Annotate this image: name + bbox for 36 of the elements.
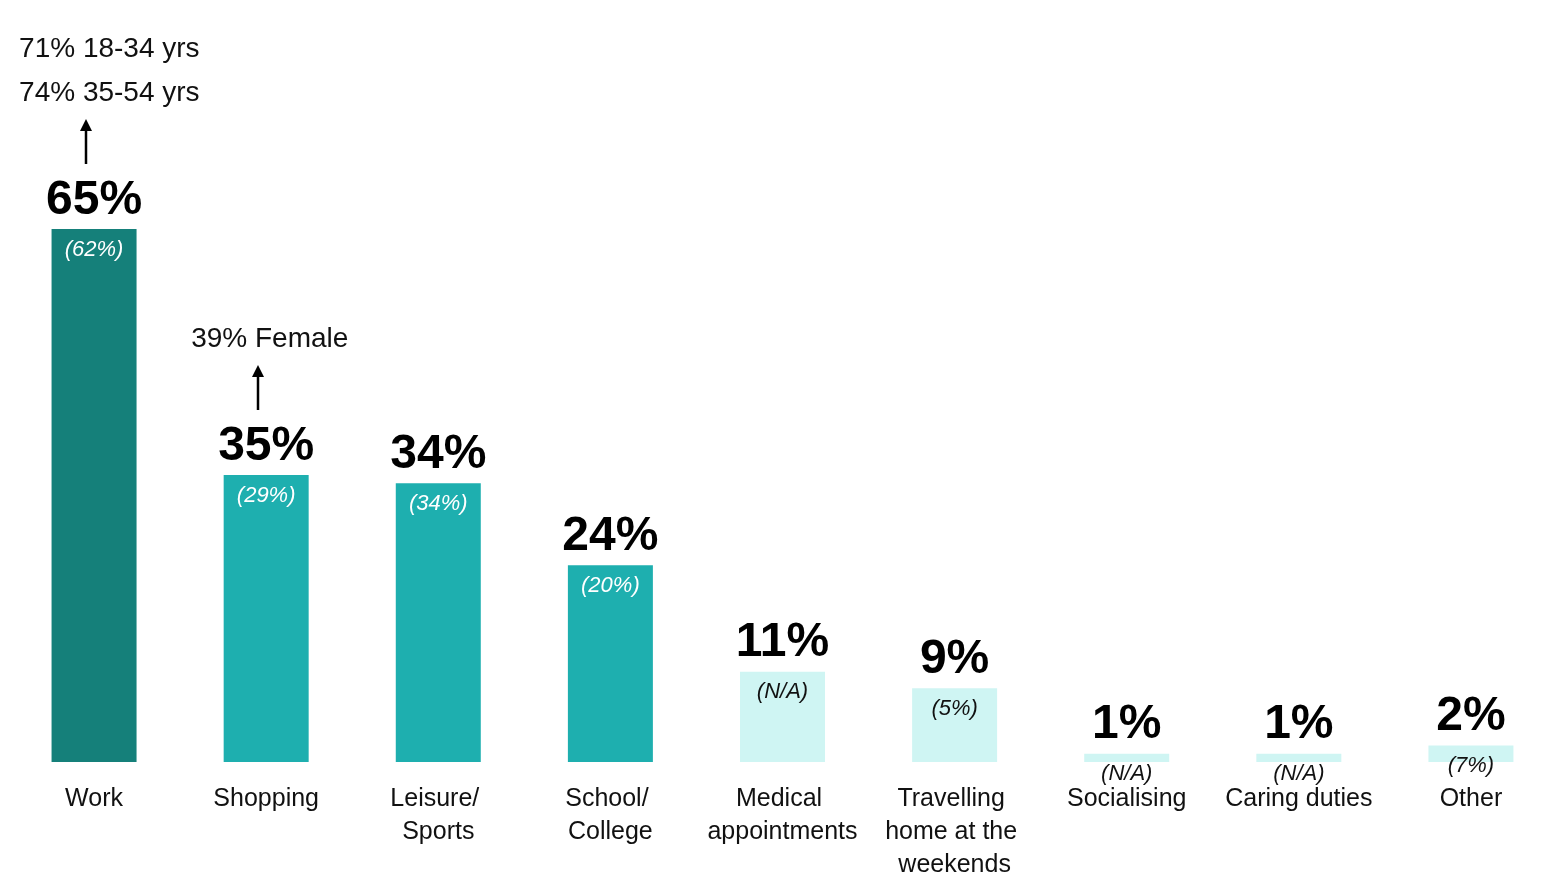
annotation: (N/A): [1273, 760, 1325, 786]
x-tick-label: Medical appointments: [707, 782, 858, 844]
text: 71% 18-34 yrs: [19, 31, 200, 63]
annotation: (N/A): [756, 678, 809, 704]
bar: [567, 565, 653, 762]
annotation: (29%): [236, 481, 296, 507]
bar: [51, 229, 137, 762]
data-label: 1%: [1092, 695, 1162, 749]
x-tick-label: School/ College: [565, 782, 656, 844]
x-tick-label: Leisure/ Sports: [390, 782, 487, 844]
x-tick-label: Travelling home at the weekends: [885, 782, 1025, 877]
bar: [1256, 753, 1342, 762]
data-label: 24%: [562, 506, 659, 560]
annotation: (N/A): [1101, 760, 1153, 786]
data-label: 1%: [1264, 695, 1334, 749]
bar: [740, 671, 825, 762]
x-tick-label: Work: [65, 782, 124, 811]
bar: [1084, 753, 1170, 762]
annotation: (7%): [1447, 752, 1495, 778]
bar: [912, 688, 998, 762]
annotation: (20%): [581, 571, 640, 597]
bar: [223, 475, 309, 762]
bar: [395, 483, 481, 762]
annotation: (62%): [64, 235, 124, 261]
data-label: 35%: [218, 416, 315, 470]
data-label: 2%: [1436, 687, 1506, 741]
annotation: (5%): [931, 694, 978, 720]
x-tick-label: Other: [1439, 782, 1503, 811]
data-label: 11%: [735, 613, 830, 667]
annotation: 39% Female: [191, 321, 349, 353]
data-label: 65%: [46, 170, 143, 224]
annotation: (34%): [408, 489, 468, 515]
text: 74% 35-54 yrs: [19, 75, 200, 107]
x-tick-label: Shopping: [213, 782, 319, 811]
data-label: 9%: [919, 629, 990, 683]
data-label: 34%: [390, 424, 487, 478]
